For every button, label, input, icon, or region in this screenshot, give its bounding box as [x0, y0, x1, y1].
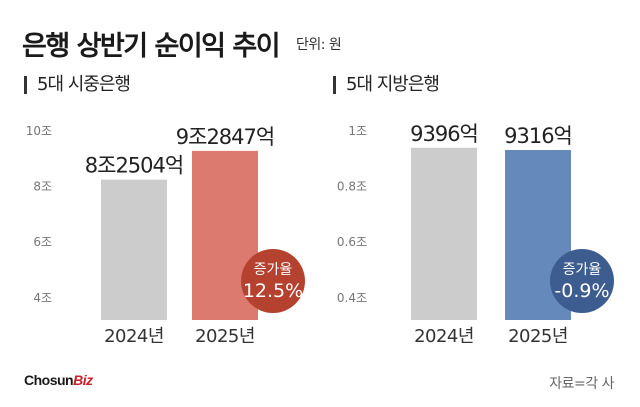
growth-rate-caption: 증가율: [254, 262, 293, 278]
unit-label: 단위: 원: [296, 37, 342, 53]
chosunbiz-logo: ChosunBiz: [24, 372, 93, 388]
y-tick-label: 6조: [33, 235, 52, 249]
y-tick-label: 4조: [33, 291, 52, 305]
growth-rate-badge: [550, 249, 614, 313]
panel-title-regional: 5대 지방은행: [333, 76, 440, 94]
x-tick-label: 2025년: [508, 326, 568, 347]
bar-value-label: 9조2847억: [176, 125, 274, 149]
bar-value-label: 9316억: [504, 124, 572, 148]
bar-value-label: 8조2504억: [85, 154, 183, 178]
y-tick-label: 10조: [26, 124, 52, 138]
growth-rate-caption: 증가율: [563, 262, 602, 278]
y-tick-label: 8조: [33, 180, 52, 194]
bar: [101, 179, 167, 320]
growth-rate-badge: [241, 249, 305, 313]
growth-rate-value: -0.9%: [554, 280, 609, 302]
panel-title-commercial: 5대 시중은행: [24, 76, 131, 94]
chart-title: 은행 상반기 순이익 추이: [22, 31, 281, 62]
growth-rate-value: 12.5%: [243, 280, 303, 302]
bar: [411, 147, 477, 320]
y-tick-label: 0.4조: [337, 291, 367, 305]
x-tick-label: 2024년: [104, 326, 164, 347]
x-tick-label: 2025년: [195, 326, 255, 347]
bar-value-label: 9396억: [410, 122, 478, 146]
y-tick-label: 0.8조: [337, 180, 367, 194]
y-tick-label: 0.6조: [337, 235, 367, 249]
x-tick-label: 2024년: [414, 326, 474, 347]
source-note: 자료=각 사: [549, 376, 614, 392]
y-tick-label: 1조: [348, 124, 367, 138]
